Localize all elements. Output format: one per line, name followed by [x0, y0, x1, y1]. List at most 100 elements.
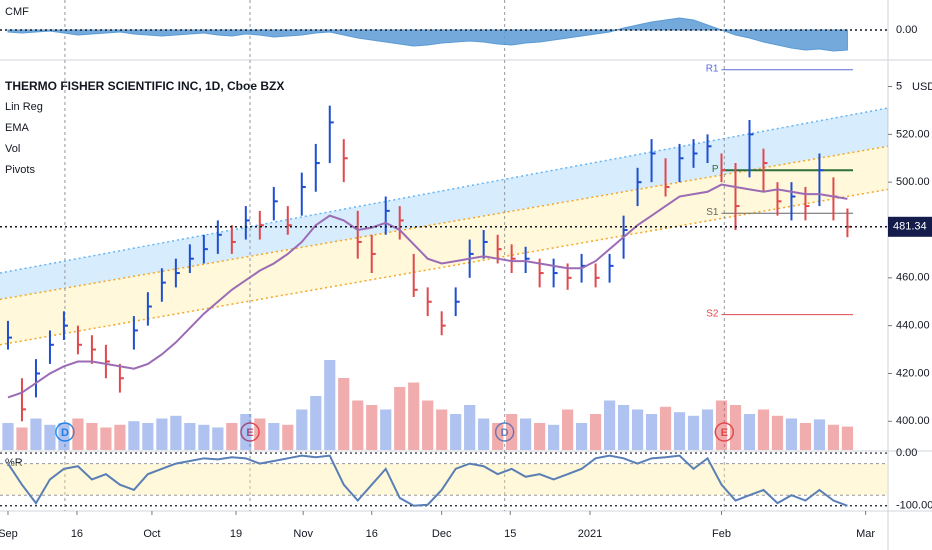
x-tick-label: Feb	[712, 528, 731, 540]
event-label: E	[721, 427, 728, 439]
wr-line	[7, 454, 848, 507]
y-tick-label: 400.00	[896, 415, 930, 427]
event-label: D	[501, 427, 509, 439]
event-marker	[240, 422, 260, 442]
volume-bar	[617, 405, 630, 450]
volume-bar	[170, 415, 182, 450]
x-tick-label: 19	[230, 528, 242, 540]
volume-bar	[352, 400, 364, 450]
volume-bar	[324, 360, 336, 450]
volume-bar	[128, 421, 140, 450]
volume-bar	[576, 423, 588, 450]
event-marker	[494, 422, 515, 442]
volume-bar	[296, 409, 308, 450]
volume-bar	[520, 418, 532, 450]
volume-bar	[450, 414, 462, 450]
volume-bar	[785, 418, 798, 450]
y-tick-label: 500.00	[896, 176, 930, 188]
volume-bar	[631, 409, 644, 450]
volume-bar	[114, 424, 126, 450]
volume-bar	[44, 424, 56, 450]
volume-bar	[757, 409, 770, 450]
event-marker	[55, 422, 75, 442]
volume-bar	[2, 423, 14, 450]
volume-bar	[240, 414, 252, 450]
y-tick-label: 460.00	[896, 272, 930, 284]
volume-bar	[212, 427, 224, 450]
volume-bar	[30, 418, 42, 450]
event-label: D	[61, 427, 69, 439]
pivot-label: S2	[706, 308, 719, 319]
x-tick-label: 15	[504, 528, 516, 540]
x-tick-label: 2021	[578, 528, 602, 540]
x-tick-label: Mar	[856, 528, 875, 540]
volume-bar	[422, 400, 434, 450]
cmf-area	[7, 17, 848, 52]
volume-bar	[701, 409, 714, 450]
last-price-box	[888, 216, 932, 237]
volume-bar	[687, 415, 700, 450]
volume-bar	[156, 418, 168, 450]
volume-bar	[562, 409, 574, 450]
volume-bar	[100, 427, 112, 450]
volume-bar	[72, 418, 84, 450]
volume-bar	[226, 423, 238, 450]
volume-bar	[86, 423, 98, 450]
pivot-label: P	[712, 164, 719, 175]
volume-bar	[142, 423, 154, 450]
volume-bar	[673, 412, 686, 450]
volume-bar	[268, 423, 280, 450]
wr-band	[0, 463, 888, 496]
volume-bar	[659, 406, 672, 450]
x-tick-label: 16	[366, 528, 378, 540]
volume-bar	[492, 423, 504, 450]
volume-bar	[827, 424, 840, 450]
volume-bar	[394, 387, 406, 450]
cmf-label: CMF	[5, 6, 29, 18]
volume-bar	[408, 382, 420, 450]
last-price-label: 481.34	[893, 221, 927, 233]
volume-bar	[743, 414, 756, 450]
pivot-label: R1	[706, 63, 719, 74]
volume-bar	[715, 400, 728, 450]
volume-bar	[436, 409, 448, 450]
x-tick-label: Sep	[0, 528, 18, 540]
ema-line	[7, 183, 848, 399]
y-tick-label: 5	[896, 80, 902, 92]
volume-bar	[464, 405, 476, 450]
x-tick-label: Dec	[432, 528, 452, 540]
pivot-label: S1	[706, 207, 719, 218]
x-tick-label: 16	[71, 528, 83, 540]
indicator-label: EMA	[5, 122, 30, 134]
volume-bar	[645, 414, 658, 450]
volume-bar	[198, 424, 210, 450]
volume-bar	[799, 423, 812, 450]
volume-bar	[589, 414, 602, 450]
volume-bar	[310, 396, 322, 450]
volume-bar	[282, 424, 294, 450]
volume-bar	[366, 405, 378, 450]
x-tick-label: Nov	[293, 528, 313, 540]
linreg-line	[0, 107, 889, 274]
event-label: E	[246, 427, 253, 439]
volume-bar	[506, 414, 518, 450]
chart-title: THERMO FISHER SCIENTIFIC INC, 1D, Cboe B…	[5, 79, 284, 93]
y-tick-label: 0.00	[896, 447, 917, 459]
y-tick-label: 420.00	[896, 367, 930, 379]
currency: USD	[912, 81, 932, 93]
x-tick-label: Oct	[143, 528, 160, 540]
volume-bar	[813, 419, 826, 450]
volume-bar	[16, 427, 28, 450]
volume-bar	[380, 409, 392, 450]
volume-bar	[338, 378, 350, 450]
volume-bar	[478, 418, 490, 450]
event-marker	[714, 422, 735, 442]
y-tick-label: 520.00	[896, 128, 930, 140]
y-tick-label: 440.00	[896, 320, 930, 332]
volume-bar	[184, 423, 196, 450]
indicator-label: Lin Reg	[5, 101, 43, 113]
volume-bar	[603, 400, 616, 450]
y-tick-label: -100.00	[896, 500, 932, 512]
volume-bar	[534, 423, 546, 450]
